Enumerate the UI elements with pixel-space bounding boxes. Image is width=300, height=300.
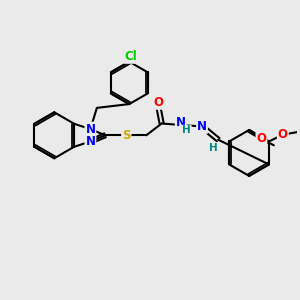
Text: N: N <box>197 120 207 133</box>
Text: O: O <box>278 128 288 141</box>
Text: H: H <box>182 125 191 135</box>
Text: O: O <box>153 96 163 109</box>
Text: O: O <box>256 132 266 145</box>
Text: N: N <box>176 116 186 128</box>
Text: N: N <box>85 123 95 136</box>
Text: Cl: Cl <box>124 50 137 63</box>
Text: H: H <box>209 143 218 153</box>
Text: S: S <box>122 129 130 142</box>
Text: N: N <box>85 135 95 148</box>
